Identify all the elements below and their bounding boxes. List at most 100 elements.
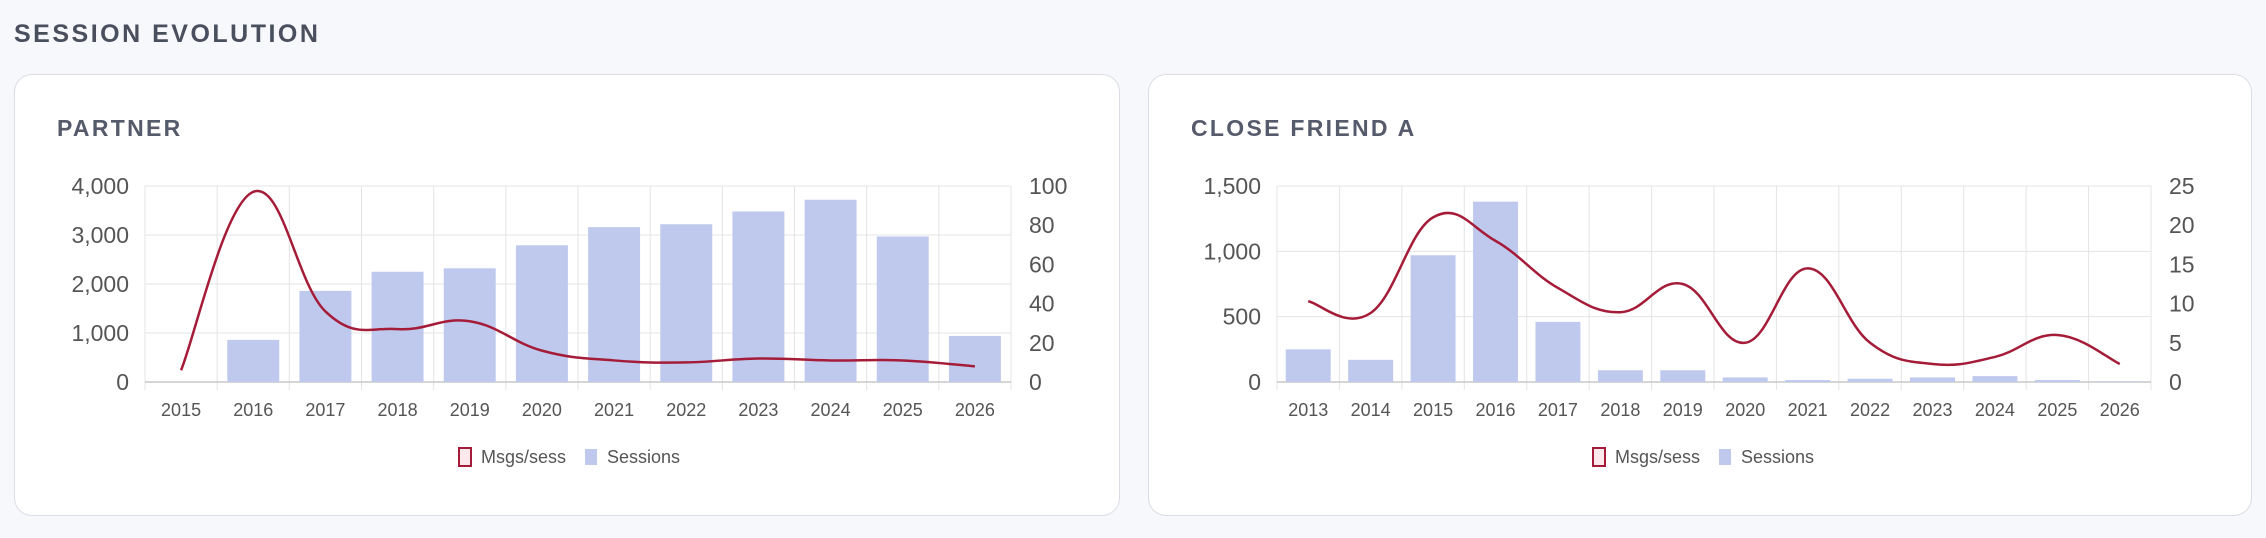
x-tick-label: 2016 — [233, 400, 273, 420]
legend-label: Sessions — [1741, 447, 1814, 467]
y-right-tick-label: 10 — [2169, 291, 2195, 317]
bar[interactable] — [1535, 321, 1581, 382]
x-tick-label: 2022 — [666, 400, 706, 420]
x-tick-label: 2024 — [1975, 400, 2015, 420]
bar[interactable] — [1410, 255, 1456, 382]
y-right-tick-label: 5 — [2169, 330, 2182, 356]
line-point[interactable] — [1492, 237, 1500, 245]
y-left-tick-label: 0 — [1248, 369, 1261, 395]
bar[interactable] — [2034, 380, 2080, 382]
section-title: SESSION EVOLUTION — [14, 20, 321, 48]
legend-item-sessions[interactable]: Sessions — [1719, 447, 1814, 467]
line-point[interactable] — [249, 188, 257, 196]
line-point[interactable] — [1616, 308, 1624, 316]
x-tick-label: 2015 — [161, 400, 201, 420]
x-tick-label: 2021 — [594, 400, 634, 420]
gridlines — [1276, 185, 2152, 390]
bar[interactable] — [515, 245, 568, 382]
line-point[interactable] — [1991, 353, 1999, 361]
bar[interactable] — [732, 211, 785, 382]
bar[interactable] — [948, 335, 1001, 382]
y-left-tick-label: 1,000 — [71, 320, 129, 346]
bar[interactable] — [371, 271, 424, 382]
legend-swatch-line — [458, 447, 472, 467]
chart-title: CLOSE FRIEND A — [1191, 115, 1417, 141]
y-right-tick-label: 40 — [1029, 291, 1055, 317]
line-point[interactable] — [177, 366, 185, 374]
line-point[interactable] — [971, 362, 979, 370]
bar[interactable] — [227, 339, 280, 382]
line-point[interactable] — [394, 325, 402, 333]
bar[interactable] — [588, 227, 641, 382]
legend-label: Msgs/sess — [481, 447, 566, 467]
x-tick-label: 2020 — [522, 400, 562, 420]
x-tick-label: 2024 — [811, 400, 851, 420]
x-tick-label: 2018 — [1600, 400, 1640, 420]
line-point[interactable] — [1866, 339, 1874, 347]
y-left-tick-label: 2,000 — [71, 271, 129, 297]
line-point[interactable] — [827, 356, 835, 364]
y-right-tick-label: 60 — [1029, 251, 1055, 277]
x-tick-label: 2016 — [1475, 400, 1515, 420]
bar[interactable] — [1847, 378, 1893, 382]
line-point[interactable] — [1554, 284, 1562, 292]
chart-card-partner: PARTNER 0 1,000 2,000 3,000 4,000 0 20 40 60 80 10… — [14, 74, 1120, 516]
line-point[interactable] — [899, 356, 907, 364]
gridlines — [144, 185, 1012, 390]
x-tick-label: 2017 — [305, 400, 345, 420]
bar[interactable] — [1597, 370, 1643, 382]
line-point[interactable] — [1429, 213, 1437, 221]
y-left-tick-label: 1,000 — [1203, 238, 1261, 264]
line-point[interactable] — [1929, 360, 1937, 368]
x-tick-label: 2015 — [1413, 400, 1453, 420]
line-point[interactable] — [1804, 264, 1812, 272]
legend-item-msgs-per-session[interactable]: Msgs/sess — [458, 447, 566, 467]
line-point[interactable] — [1741, 339, 1749, 347]
line-point[interactable] — [1367, 309, 1375, 317]
line-point[interactable] — [754, 354, 762, 362]
y-right-tick-label: 20 — [1029, 330, 1055, 356]
line-point[interactable] — [2053, 331, 2061, 339]
x-tick-label: 2026 — [955, 400, 995, 420]
line-point[interactable] — [538, 347, 546, 355]
line-point[interactable] — [682, 358, 690, 366]
line-point[interactable] — [1304, 297, 1312, 305]
bar[interactable] — [1910, 377, 1955, 382]
bar[interactable] — [1722, 377, 1768, 382]
bar[interactable] — [876, 236, 929, 382]
line-point[interactable] — [321, 307, 329, 315]
line-series[interactable] — [179, 189, 976, 371]
line-point[interactable] — [2116, 360, 2124, 368]
x-tick-label: 2026 — [2100, 400, 2140, 420]
y-right-tick-label: 0 — [2169, 369, 2182, 395]
line-point[interactable] — [610, 356, 618, 364]
x-tick-label: 2023 — [738, 400, 778, 420]
legend-item-msgs-per-session[interactable]: Msgs/sess — [1592, 447, 1700, 467]
y-right-tick-label: 100 — [1029, 173, 1067, 199]
legend-label: Sessions — [607, 447, 680, 467]
line-series[interactable] — [1307, 211, 2121, 367]
x-tick-label: 2021 — [1788, 400, 1828, 420]
bar[interactable] — [1285, 349, 1331, 382]
legend-label: Msgs/sess — [1615, 447, 1700, 467]
bar[interactable] — [299, 290, 352, 382]
bar[interactable] — [1972, 376, 2018, 382]
y-left-tick-label: 3,000 — [71, 222, 129, 248]
line-point[interactable] — [1679, 280, 1687, 288]
bar[interactable] — [2097, 381, 2143, 382]
line-point[interactable] — [466, 317, 474, 325]
x-tick-label: 2022 — [1850, 400, 1890, 420]
bar[interactable] — [1785, 380, 1831, 382]
x-tick-label: 2023 — [1912, 400, 1952, 420]
legend-item-sessions[interactable]: Sessions — [585, 447, 680, 467]
x-tick-label: 2013 — [1288, 400, 1328, 420]
chart-title: PARTNER — [57, 115, 183, 141]
x-tick-label: 2019 — [1663, 400, 1703, 420]
x-tick-label: 2020 — [1725, 400, 1765, 420]
legend-swatch-bar — [585, 449, 597, 465]
bar[interactable] — [1660, 370, 1706, 382]
bar[interactable] — [804, 199, 857, 382]
bar[interactable] — [1348, 359, 1394, 382]
y-right-tick-label: 15 — [2169, 251, 2195, 277]
bar[interactable] — [660, 224, 713, 382]
